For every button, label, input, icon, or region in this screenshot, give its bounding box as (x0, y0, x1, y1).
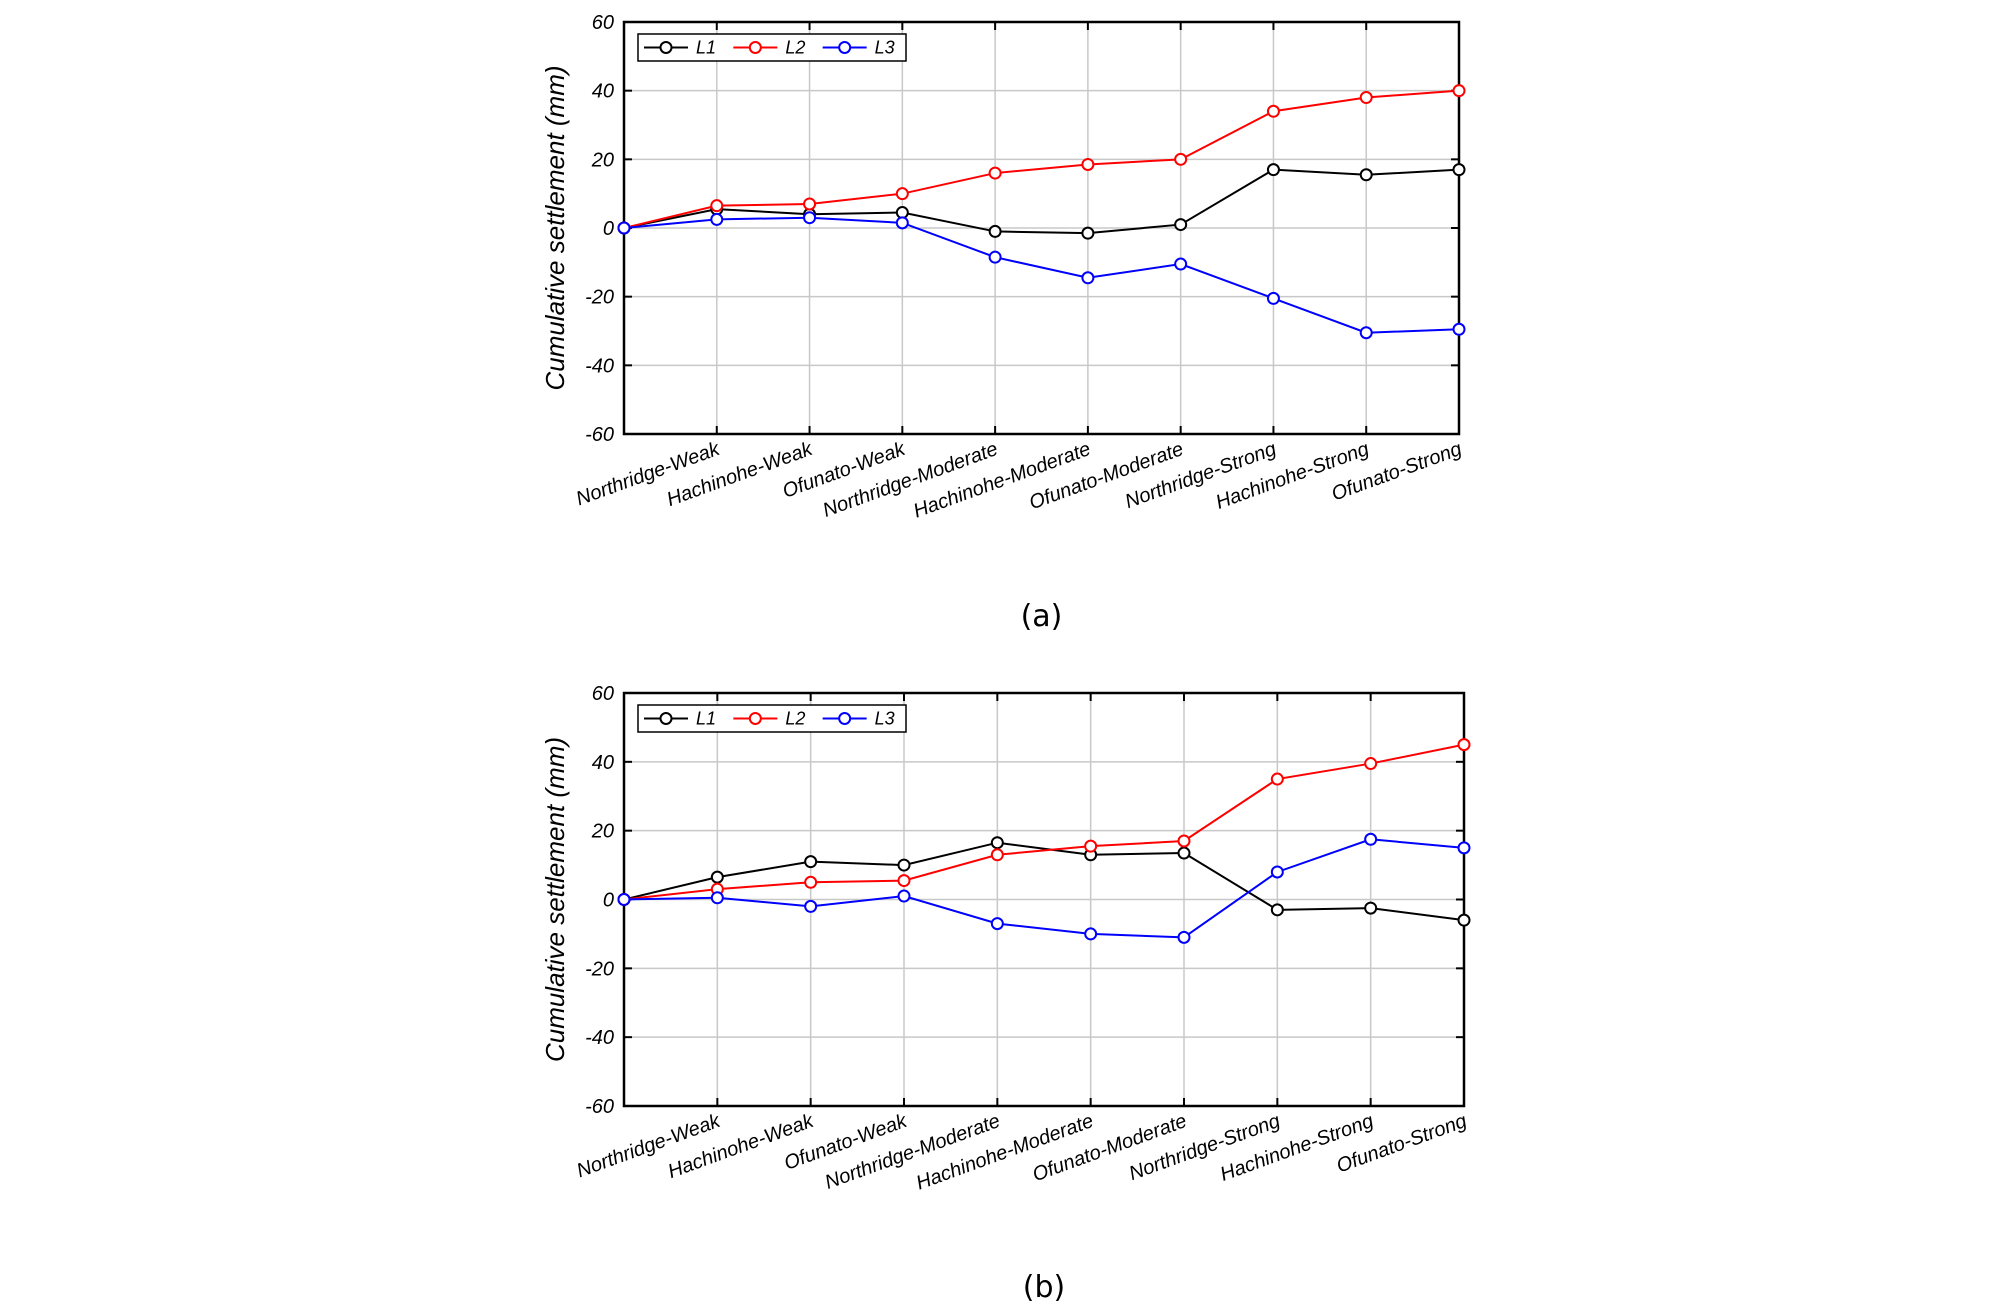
data-point (1359, 91, 1373, 105)
data-point (710, 199, 724, 213)
data-point (1177, 834, 1191, 848)
series-line (623, 743, 1465, 901)
data-point (803, 211, 817, 225)
data-point (1452, 322, 1466, 336)
data-point (1452, 84, 1466, 98)
data-point (1174, 257, 1188, 271)
series-line (623, 841, 1465, 922)
legend-marker (748, 41, 762, 54)
series-line (623, 168, 1460, 235)
data-point (804, 875, 818, 889)
data-point (1270, 865, 1284, 879)
data-point (1177, 930, 1191, 944)
data-point (990, 917, 1004, 931)
data-point (1266, 104, 1280, 118)
x-tick-label: Ofunato-Moderate (1026, 438, 1186, 514)
data-point (897, 858, 911, 872)
y-tick-label: 60 (592, 683, 614, 705)
data-point (804, 855, 818, 869)
data-point (1359, 326, 1373, 340)
legend-marker (659, 41, 673, 54)
data-point (710, 891, 724, 905)
y-tick-label: -20 (585, 958, 614, 980)
legend-marker (838, 712, 852, 725)
series-line (623, 216, 1460, 334)
panel-label: (b) (1023, 1270, 1065, 1305)
data-point (1081, 271, 1095, 285)
data-point (710, 870, 724, 884)
data-point (617, 893, 631, 906)
data-point (1174, 218, 1188, 232)
data-point (1174, 152, 1188, 166)
data-point (1457, 841, 1471, 855)
legend-label: L2 (785, 38, 805, 58)
data-point (804, 899, 818, 913)
legend-marker (659, 712, 673, 725)
legend: L1 L2 L3 (637, 33, 907, 62)
legend-marker (838, 41, 852, 54)
data-point (897, 889, 911, 903)
y-tick-label: 20 (591, 821, 614, 843)
legend-label: L1 (696, 709, 716, 729)
data-point (988, 166, 1002, 180)
y-tick-label: 0 (603, 218, 614, 240)
legend: L1 L2 L3 (637, 704, 907, 733)
series-L3 (617, 832, 1471, 944)
data-point (1457, 738, 1471, 752)
data-point (895, 216, 909, 230)
data-point (1081, 157, 1095, 171)
y-tick-label: -40 (585, 1027, 614, 1049)
legend-label: L3 (875, 709, 895, 729)
data-point (1081, 226, 1095, 240)
data-point (1270, 772, 1284, 786)
data-point (988, 250, 1002, 264)
y-axis-label: Cumulative settlement (mm) (540, 737, 570, 1062)
y-tick-label: 60 (592, 12, 614, 34)
series-line (623, 838, 1465, 939)
y-tick-label: 0 (603, 890, 614, 912)
series-L2 (617, 84, 1466, 235)
legend-label: L1 (696, 38, 716, 58)
data-point (1359, 168, 1373, 182)
x-tick-label: Ofunato-Moderate (1030, 1110, 1190, 1186)
data-point (1452, 163, 1466, 177)
data-point (1084, 927, 1098, 941)
y-tick-label: -20 (585, 287, 614, 309)
data-point (1084, 839, 1098, 853)
panel-label: (a) (1021, 599, 1063, 634)
data-point (1266, 163, 1280, 177)
data-point (1270, 903, 1284, 917)
x-tick-label: Hachinohe-Strong (1217, 1110, 1376, 1186)
data-point (710, 212, 724, 226)
y-tick-label: 40 (592, 752, 614, 774)
data-point (1364, 901, 1378, 915)
legend-label: L3 (875, 38, 895, 58)
data-point (1364, 832, 1378, 846)
data-point (988, 224, 1002, 238)
y-tick-label: 20 (591, 149, 614, 171)
legend-label: L2 (785, 709, 805, 729)
data-point (897, 874, 911, 888)
chart-panel-2: -60-40-200204060Northridge-WeakHachinohe… (540, 683, 1471, 1305)
y-tick-label: -40 (585, 355, 614, 377)
x-tick-label: Hachinohe-Strong (1213, 438, 1372, 514)
data-point (990, 848, 1004, 862)
data-point (617, 221, 631, 235)
legend-marker (748, 712, 762, 725)
data-point (895, 187, 909, 201)
data-point (1266, 291, 1280, 305)
data-point (990, 836, 1004, 850)
y-tick-label: 40 (592, 81, 614, 103)
series-L3 (617, 211, 1466, 340)
series-line (623, 89, 1460, 229)
data-point (803, 197, 817, 211)
data-point (1364, 757, 1378, 771)
y-axis-label: Cumulative settlement (mm) (540, 65, 570, 390)
y-tick-label: -60 (585, 1096, 614, 1118)
data-point (1177, 846, 1191, 860)
chart-panel-1: -60-40-200204060Northridge-WeakHachinohe… (540, 12, 1466, 634)
data-point (1457, 913, 1471, 927)
y-tick-label: -60 (585, 424, 614, 446)
